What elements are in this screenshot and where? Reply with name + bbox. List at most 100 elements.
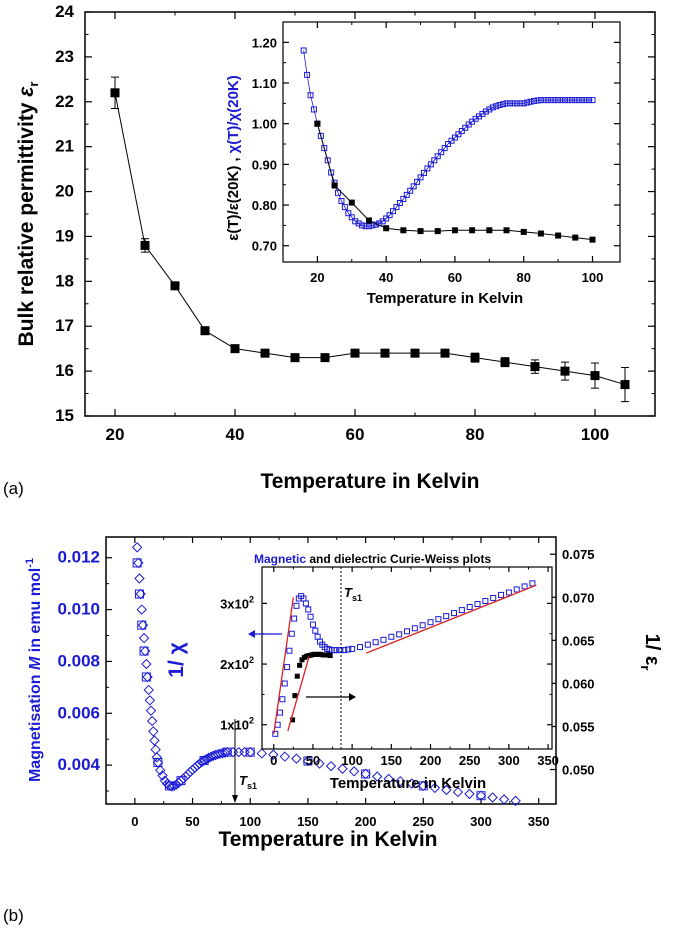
panel-b-inset-y-tick-labels: 1x102 2x102 3x102: [220, 594, 254, 732]
x-tick-label: 350: [528, 814, 550, 829]
inset-blue-point: [521, 583, 528, 590]
inset-blue-point: [337, 647, 344, 654]
blue-data-point: [441, 145, 448, 152]
data-point: [320, 353, 330, 363]
panel-a-inset-series: [300, 47, 596, 243]
x-tick-label: 60: [448, 270, 462, 285]
blue-data-point: [579, 97, 586, 104]
blue-data-point: [448, 137, 455, 144]
diamond-data-point: [136, 604, 147, 615]
black-data-point: [314, 120, 321, 127]
data-point: [590, 371, 600, 381]
inset-blue-point: [312, 627, 319, 634]
panel-b-y-axis-title-left: Magnetisation M in emu mol-1: [24, 558, 44, 782]
inset-blue-point: [305, 606, 312, 613]
blue-data-point: [431, 157, 438, 164]
blue-data-point: [572, 97, 579, 104]
blue-data-point: [365, 223, 372, 230]
blue-data-point: [445, 141, 452, 148]
blue-data-point: [455, 131, 462, 138]
y-tick-label: 17: [55, 316, 74, 335]
y-tick-label: 0.90: [252, 157, 277, 172]
blue-data-point: [434, 153, 441, 160]
inset-blue-point: [474, 601, 481, 608]
black-data-point: [469, 227, 476, 234]
panel-b-inset-ts1-label: Ts1: [344, 585, 362, 603]
diamond-data-point: [150, 744, 161, 755]
black-data-point: [434, 228, 441, 235]
panel-a-ticks: [85, 11, 655, 417]
black-data-point: [537, 230, 544, 237]
blue-data-point: [458, 128, 465, 135]
inset-blue-point: [349, 645, 356, 652]
panel-a-inset-ticks: [283, 22, 620, 262]
panel-b-inset-right-arrow: [306, 693, 356, 701]
x-tick-label: 80: [466, 425, 485, 444]
x-tick-label: 20: [106, 425, 125, 444]
blue-data-point: [424, 165, 431, 172]
data-point: [410, 348, 420, 358]
black-data-point: [365, 217, 372, 224]
inset-blue-point: [404, 628, 410, 635]
black-data-point: [486, 227, 493, 234]
blue-data-point: [410, 183, 417, 190]
blue-data-point: [568, 97, 575, 104]
panel-b-inset-x-axis-title: Temperature in Kelvin: [330, 775, 486, 792]
y-tick-label: 0.70: [252, 239, 277, 254]
diamond-data-point: [441, 784, 452, 796]
inset-blue-point: [435, 616, 442, 623]
y-tick-label: 22: [55, 92, 74, 111]
panel-b-inset-title: Magnetic and dielectric Curie-Weiss plot…: [254, 552, 492, 566]
x-tick-label: 60: [346, 425, 365, 444]
inset-blue-point: [529, 580, 536, 587]
square-data-point: [134, 589, 144, 599]
blue-data-point: [310, 106, 317, 113]
panel-a-inset-x-tick-labels: 20 40 60 80 100: [310, 270, 603, 285]
inset-blue-point: [307, 613, 314, 620]
diamond-data-point: [256, 748, 267, 759]
data-point: [470, 353, 480, 363]
inset-blue-point: [388, 633, 395, 640]
blue-data-point: [489, 104, 496, 111]
blue-data-point: [531, 97, 538, 104]
blue-data-point: [420, 169, 427, 176]
diamond-data-point: [155, 765, 166, 776]
inset-blue-point: [286, 647, 293, 654]
inset-blue-point: [364, 641, 371, 648]
blue-data-point: [493, 103, 500, 110]
diamond-data-point: [429, 782, 441, 794]
data-point: [230, 344, 240, 354]
black-data-point: [589, 236, 596, 243]
blue-data-point: [565, 97, 572, 104]
y-tick-label: 0.060: [562, 676, 595, 691]
y-tick-label: 0.070: [562, 590, 595, 605]
x-tick-label: 80: [516, 270, 530, 285]
blue-data-point: [524, 99, 531, 106]
inset-black-point: [292, 693, 298, 699]
diamond-data-point: [498, 794, 510, 805]
diamond-data-point: [166, 781, 177, 792]
blue-data-point: [500, 101, 507, 108]
diamond-data-point: [149, 735, 160, 746]
x-tick-label: 300: [498, 753, 520, 768]
data-point: [500, 357, 510, 367]
inset-blue-point: [505, 589, 512, 596]
panel-b-ts1-marker: Ts1: [232, 719, 257, 803]
y-tick-label: 0.055: [562, 719, 595, 734]
diamond-data-point: [245, 746, 256, 758]
x-tick-label: 40: [226, 425, 245, 444]
blue-data-point: [348, 214, 355, 221]
black-data-point: [348, 199, 355, 206]
black-data-point: [417, 228, 424, 235]
y-tick-label: 19: [55, 226, 74, 245]
inset-blue-point: [451, 610, 458, 617]
inset-blue-point: [411, 625, 418, 632]
inset-blue-point: [490, 594, 497, 601]
blue-data-point: [417, 174, 424, 181]
inset-blue-point: [482, 597, 489, 604]
y-tick-label: 2x102: [220, 655, 254, 672]
panel-a-series-line: [114, 92, 626, 386]
panel-a: 20 40 60 80 100 15 16 17 18 19 20 21 22 23 24 Tempera…: [3, 2, 656, 498]
blue-data-point: [589, 97, 596, 104]
blue-data-point: [427, 161, 434, 168]
